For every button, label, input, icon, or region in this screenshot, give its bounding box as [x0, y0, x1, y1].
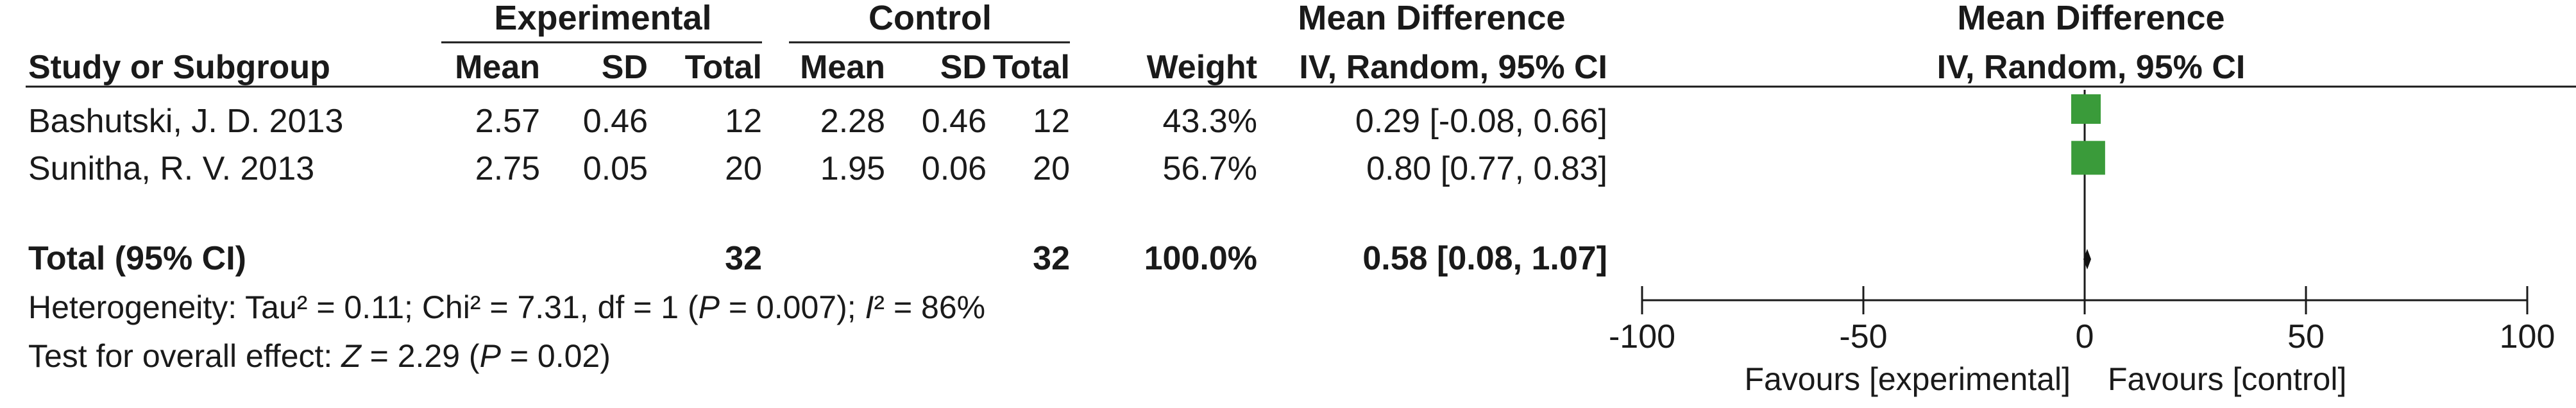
- overall-effect-p-value: = 0.02): [501, 338, 611, 374]
- study-effect-square: [2071, 94, 2101, 124]
- x-axis-tick-label: 100: [2500, 318, 2555, 355]
- overall-effect-z-symbol: Z: [341, 338, 362, 374]
- x-axis-tick-label: -50: [1839, 318, 1887, 355]
- col-plot-subheader: IV, Random, 95% CI: [1937, 49, 2246, 86]
- overall-effect-z-value: = 2.29 (: [361, 338, 480, 374]
- col-study: Study or Subgroup: [28, 49, 330, 86]
- exp-sd: 0.05: [583, 150, 648, 187]
- md-ci: 0.80 [0.77, 0.83]: [1366, 150, 1607, 187]
- ctl-mean: 2.28: [820, 103, 885, 140]
- plot-area: -100 -50 0 50 100: [1609, 90, 2555, 355]
- col-ctl-total: Total: [993, 49, 1070, 86]
- ctl-mean: 1.95: [820, 150, 885, 187]
- exp-mean: 2.57: [475, 103, 540, 140]
- header-control: Control: [869, 0, 992, 37]
- x-axis-tick-label: -100: [1609, 318, 1675, 355]
- col-ctl-sd: SD: [940, 49, 987, 86]
- weight: 43.3%: [1163, 103, 1257, 140]
- exp-mean: 2.75: [475, 150, 540, 187]
- overall-effect-text: Test for overall effect: Z = 2.29 (P = 0…: [28, 338, 611, 374]
- heterogeneity-prefix: Heterogeneity: Tau² = 0.11; Chi² = 7.31,…: [28, 289, 699, 325]
- heterogeneity-p-symbol: P: [699, 289, 720, 325]
- ctl-sd: 0.46: [922, 103, 987, 140]
- heterogeneity-text: Heterogeneity: Tau² = 0.11; Chi² = 7.31,…: [28, 289, 985, 325]
- total-md-ci: 0.58 [0.08, 1.07]: [1362, 240, 1607, 277]
- study-name: Sunitha, R. V. 2013: [28, 150, 314, 187]
- study-name: Bashutski, J. D. 2013: [28, 103, 343, 140]
- total-row: Total (95% CI) 32 32 100.0% 0.58 [0.08, …: [28, 240, 1607, 277]
- col-weight: Weight: [1147, 49, 1257, 86]
- ctl-sd: 0.06: [922, 150, 987, 187]
- favours-experimental-label: Favours [experimental]: [1744, 361, 2071, 397]
- col-md-ci: IV, Random, 95% CI: [1299, 49, 1607, 86]
- overall-effect-prefix: Test for overall effect:: [28, 338, 341, 374]
- exp-sd: 0.46: [583, 103, 648, 140]
- col-ctl-mean: Mean: [800, 49, 885, 86]
- col-exp-total: Total: [685, 49, 762, 86]
- exp-total: 12: [725, 103, 762, 140]
- study-effect-square: [2071, 140, 2105, 175]
- col-exp-mean: Mean: [455, 49, 540, 86]
- pooled-effect-diamond: [2083, 249, 2092, 269]
- ctl-total: 12: [1033, 103, 1070, 140]
- overall-effect-p-symbol: P: [480, 338, 502, 374]
- study-row: Bashutski, J. D. 2013 2.57 0.46 12 2.28 …: [28, 103, 1607, 140]
- exp-total: 20: [725, 150, 762, 187]
- favours-control-label: Favours [control]: [2108, 361, 2346, 397]
- study-row: Sunitha, R. V. 2013 2.75 0.05 20 1.95 0.…: [28, 150, 1607, 187]
- x-axis-tick-label: 0: [2076, 318, 2094, 355]
- header-mean-difference: Mean Difference: [1298, 0, 1565, 37]
- x-axis-tick-label: 50: [2287, 318, 2325, 355]
- total-weight: 100.0%: [1144, 240, 1257, 277]
- heterogeneity-p-value: = 0.007);: [720, 289, 865, 325]
- total-ctl-total: 32: [1033, 240, 1070, 277]
- header-plot-mean-difference: Mean Difference: [1957, 0, 2224, 37]
- col-exp-sd: SD: [602, 49, 648, 86]
- total-label: Total (95% CI): [28, 240, 246, 277]
- weight: 56.7%: [1163, 150, 1257, 187]
- ctl-total: 20: [1033, 150, 1070, 187]
- header-experimental: Experimental: [494, 0, 711, 37]
- heterogeneity-i-symbol: I: [865, 289, 874, 325]
- total-exp-total: 32: [725, 240, 762, 277]
- heterogeneity-i-value: ² = 86%: [874, 289, 985, 325]
- md-ci: 0.29 [-0.08, 0.66]: [1355, 103, 1607, 140]
